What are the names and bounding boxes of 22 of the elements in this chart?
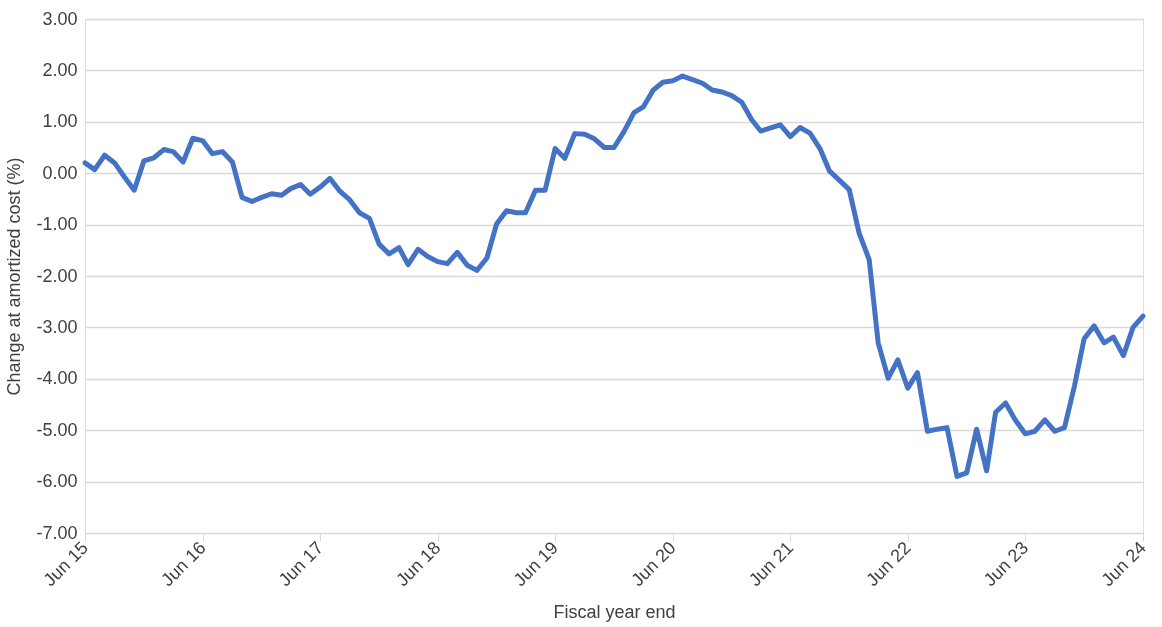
y-tick-label: -6.00 [36, 471, 78, 492]
x-tick-label: Jun 16 [157, 537, 210, 591]
x-tick-label: Jun 22 [862, 537, 915, 591]
x-axis-title: Fiscal year end [553, 602, 676, 623]
y-tick-label: -3.00 [36, 316, 78, 337]
y-axis-title: Change at amortized cost (%) [4, 157, 25, 396]
x-tick-label: Jun 17 [274, 537, 328, 591]
x-tick-label: Jun 21 [744, 537, 798, 591]
x-tick-label: Jun 23 [979, 537, 1033, 591]
y-tick-label: -7.00 [36, 522, 78, 543]
y-tick-label: 2.00 [42, 59, 78, 80]
y-tick-label: -4.00 [36, 368, 78, 389]
y-tick-label: 3.00 [42, 8, 78, 29]
y-tick-label: 0.00 [42, 162, 78, 183]
x-tick-label: Jun 18 [392, 537, 445, 591]
x-tick-label: Jun 19 [509, 537, 562, 591]
y-tick-label: -5.00 [36, 419, 78, 440]
y-tick-label: -1.00 [36, 214, 78, 235]
y-tick-label: -2.00 [36, 265, 78, 286]
y-tick-label: 1.00 [42, 111, 78, 132]
x-tick-label: Jun 24 [1097, 537, 1150, 591]
x-tick-label: Jun 20 [627, 537, 680, 591]
